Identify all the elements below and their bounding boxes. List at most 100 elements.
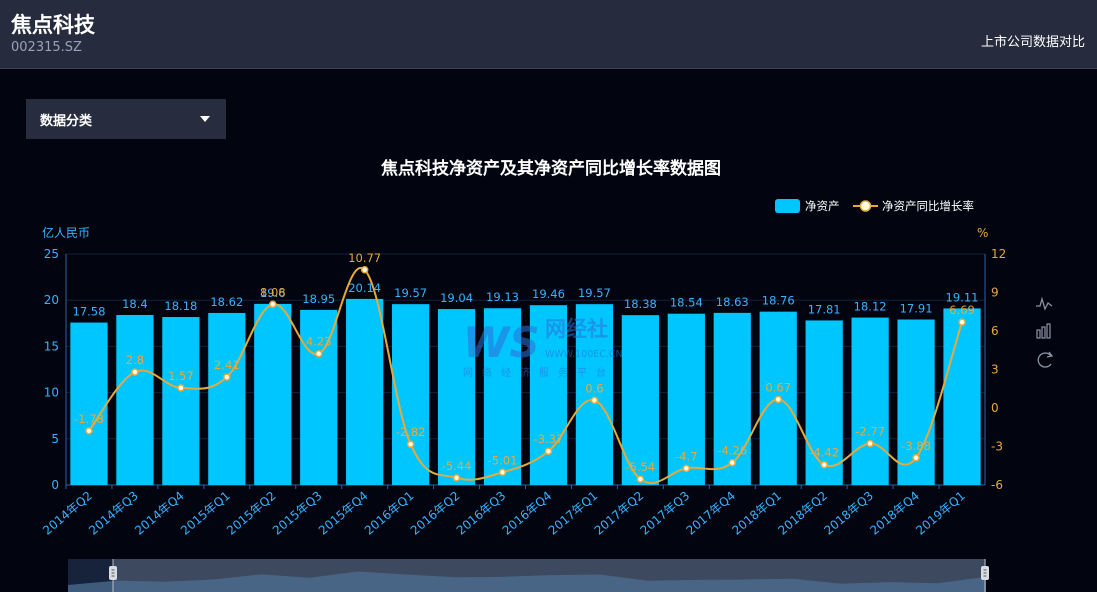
line-point[interactable]: [590, 396, 599, 405]
x-tick-label: 2016年Q3: [454, 489, 509, 538]
bar[interactable]: [162, 317, 200, 485]
data-zoom-preview: [68, 571, 986, 592]
line-point[interactable]: [406, 440, 415, 448]
line-point[interactable]: [636, 475, 645, 483]
bar[interactable]: [208, 312, 246, 485]
restore-icon[interactable]: [1037, 351, 1054, 368]
line-value-label: 6.69: [949, 303, 975, 317]
y2-tick-label: 9: [991, 286, 999, 300]
data-zoom-right-handle[interactable]: [981, 559, 989, 592]
line-point[interactable]: [912, 454, 920, 462]
y2-tick-label: 12: [991, 247, 1006, 261]
line-labels: -1.78 2.8 1.57 2.41 8.08 4.23 10.77 -2.82 -5.44 -…: [74, 251, 975, 474]
toolbox: [1034, 295, 1054, 368]
bar-value-label: 18.38: [624, 297, 657, 311]
data-category-dropdown[interactable]: 数据分类: [26, 99, 226, 139]
bar-value-label: 19.6: [260, 286, 286, 300]
compare-link[interactable]: 上市公司数据对比: [980, 35, 1085, 50]
bar[interactable]: [254, 303, 292, 485]
x-tick-label: 2016年Q1: [362, 489, 417, 538]
line-point[interactable]: [820, 460, 828, 469]
company-name: 焦点科技: [11, 13, 95, 37]
bar-value-label: 19.04: [440, 291, 473, 305]
x-tick-label: 2014年Q4: [132, 489, 187, 538]
bar[interactable]: [667, 313, 705, 485]
legend-line-marker: [859, 200, 872, 212]
bar-value-label: 19.57: [394, 286, 427, 300]
line-point[interactable]: [360, 266, 369, 274]
bar-value-label: 18.12: [854, 300, 887, 314]
watermark-url: WWW.100EC.CN: [545, 349, 623, 360]
x-tick-label: 2016年Q2: [408, 489, 463, 538]
bar[interactable]: [437, 309, 476, 485]
bar[interactable]: [943, 308, 981, 485]
bar[interactable]: [346, 298, 384, 485]
bar-chart-icon[interactable]: [1036, 323, 1051, 339]
bar[interactable]: [575, 304, 614, 485]
legend[interactable]: 净资产 净资产同比增长率: [775, 199, 974, 213]
bar[interactable]: [851, 317, 889, 485]
watermark: WS 网经社 WWW.100EC.CN 网络经济服务平台: [463, 317, 623, 379]
bar-labels: 17.58 18.4 18.18 18.62 19.6 18.95 20.14 19.57 19…: [73, 281, 979, 319]
line-value-label: 10.77: [348, 251, 381, 265]
dropdown-label: 数据分类: [40, 114, 93, 129]
line-value-label: 0.67: [765, 380, 791, 394]
bar-value-label: 17.81: [808, 302, 841, 316]
bar-value-label: 19.57: [578, 286, 611, 300]
bar-value-label: 18.4: [122, 297, 148, 311]
x-tick-label: 2018年Q3: [821, 489, 876, 538]
line-point[interactable]: [866, 439, 874, 448]
x-tick-label: 2017年Q4: [684, 489, 739, 538]
data-zoom-left-handle[interactable]: [109, 559, 117, 592]
line-point[interactable]: [223, 373, 231, 381]
bar[interactable]: [621, 315, 659, 485]
line-value-label: -4.7: [675, 449, 697, 463]
bar-value-label: 18.63: [716, 295, 749, 309]
watermark-name: 网经社: [545, 317, 608, 341]
line-value-label: 4.23: [306, 335, 332, 349]
line-point[interactable]: [85, 427, 93, 435]
y-tick-label: 5: [51, 432, 59, 446]
line-value-label: -3.88: [901, 439, 931, 453]
y-tick-label: 25: [44, 247, 59, 261]
chart-title: 焦点科技净资产及其净资产同比增长率数据图: [380, 158, 721, 179]
x-tick-label: 2017年Q1: [546, 489, 601, 538]
line-value-label: -5.54: [625, 460, 655, 474]
line-point[interactable]: [728, 458, 737, 467]
line-point[interactable]: [544, 447, 553, 455]
line-point[interactable]: [958, 318, 966, 326]
line-point[interactable]: [682, 464, 691, 473]
bar-value-label: 18.95: [302, 292, 335, 306]
line-point[interactable]: [177, 384, 185, 392]
bar[interactable]: [805, 320, 843, 485]
bar[interactable]: [483, 308, 522, 485]
line-point[interactable]: [131, 368, 139, 376]
line-series: [85, 266, 966, 484]
bar[interactable]: [70, 322, 108, 485]
chevron-down-icon: [200, 116, 210, 122]
y2-tick-label: 6: [991, 324, 999, 338]
line-point[interactable]: [452, 474, 461, 482]
y2-tick-label: -6: [991, 478, 1003, 492]
bar[interactable]: [392, 304, 430, 485]
y2-axis-label: %: [977, 226, 988, 240]
bar[interactable]: [529, 305, 568, 485]
bar[interactable]: [300, 309, 338, 485]
data-zoom-slider[interactable]: [68, 559, 989, 592]
line-value-label: 8.08: [260, 285, 286, 299]
y-axis-label: 亿人民币: [42, 225, 90, 240]
x-axis-ticks: 2014年Q22014年Q32014年Q42015年Q12015年Q22015年…: [40, 485, 968, 538]
line-chart-icon[interactable]: [1034, 295, 1054, 311]
line-value-label: -2.82: [396, 425, 426, 439]
line-point[interactable]: [314, 349, 323, 358]
bar[interactable]: [116, 314, 154, 485]
x-tick-label: 2015年Q2: [224, 489, 279, 538]
bar[interactable]: [713, 312, 751, 485]
x-tick-label: 2014年Q2: [40, 489, 95, 538]
line-value-label: 1.57: [168, 369, 194, 383]
line-point[interactable]: [774, 395, 782, 404]
line-value-label: -5.44: [442, 459, 472, 473]
x-tick-label: 2018年Q1: [729, 489, 784, 538]
line-point[interactable]: [269, 300, 277, 309]
line-point[interactable]: [498, 468, 507, 477]
